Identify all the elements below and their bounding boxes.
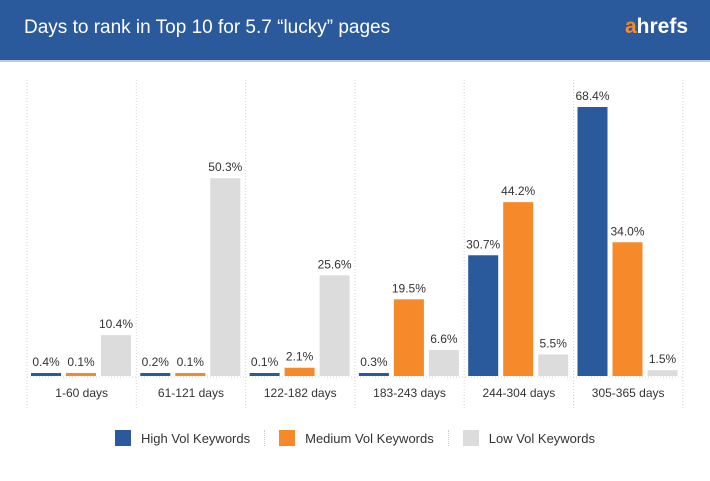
bar-0 — [31, 373, 61, 376]
legend-item-low: Low Vol Keywords — [449, 430, 609, 446]
data-label: 1.5% — [649, 352, 677, 366]
bar-2 — [538, 354, 569, 376]
data-label: 34.0% — [610, 224, 644, 238]
data-label: 0.1% — [177, 355, 205, 369]
data-label: 0.2% — [142, 355, 170, 369]
x-tick-label: 244-304 days — [482, 386, 555, 400]
bar-0 — [358, 373, 389, 376]
data-label: 44.2% — [501, 184, 535, 198]
bar-0 — [468, 255, 499, 376]
legend-label: Medium Vol Keywords — [305, 430, 434, 446]
data-label: 19.5% — [392, 281, 426, 295]
x-tick-label: 1-60 days — [55, 386, 108, 400]
x-tick-label: 183-243 days — [373, 386, 446, 400]
x-tick-label: 305-365 days — [592, 386, 665, 400]
data-label: 0.1% — [67, 355, 95, 369]
data-label: 30.7% — [466, 237, 500, 251]
data-label: 25.6% — [318, 257, 352, 271]
data-label: 2.1% — [286, 350, 314, 364]
data-label: 0.1% — [251, 355, 279, 369]
ahrefs-logo: ahrefs — [624, 15, 688, 38]
data-label: 0.3% — [360, 355, 388, 369]
legend-swatch-low — [462, 430, 479, 446]
data-label: 68.4% — [575, 89, 609, 103]
bar-0 — [577, 107, 608, 376]
bar-1 — [393, 299, 424, 376]
bar-chart: 0.4% 0.1% 10.4% 1-60 days 0.2% 0.1% 50.3% 61-12… — [26, 80, 684, 410]
data-label: 10.4% — [99, 317, 133, 331]
bar-2 — [647, 370, 678, 376]
x-tick-label: 61-121 days — [158, 386, 224, 400]
bar-2 — [319, 275, 350, 376]
data-label: 50.3% — [208, 160, 242, 174]
bar-1 — [284, 367, 315, 376]
legend-label: High Vol Keywords — [141, 430, 251, 446]
legend-label: Low Vol Keywords — [488, 430, 595, 446]
chart-header: Days to rank in Top 10 for 5.7 “lucky” p… — [0, 0, 710, 62]
legend-item-high: High Vol Keywords — [101, 430, 266, 446]
bar-2 — [101, 335, 131, 376]
bar-0 — [249, 373, 280, 376]
bar-1 — [612, 242, 643, 376]
data-label: 5.5% — [540, 336, 568, 350]
data-label: 6.6% — [430, 332, 458, 346]
bar-1 — [66, 373, 96, 376]
legend-swatch-medium — [279, 430, 296, 446]
bar-0 — [140, 373, 171, 376]
chart-title: Days to rank in Top 10 for 5.7 “lucky” p… — [24, 17, 391, 38]
legend-swatch-high — [115, 430, 131, 446]
legend-item-medium: Medium Vol Keywords — [265, 430, 449, 446]
x-tick-label: 122-182 days — [264, 386, 337, 400]
bar-2 — [210, 178, 241, 376]
bar-2 — [428, 350, 459, 376]
data-label: 0.4% — [32, 355, 60, 369]
bar-1 — [175, 373, 206, 376]
legend: High Vol Keywords Medium Vol Keywords Lo… — [0, 430, 710, 446]
bar-1 — [503, 202, 534, 376]
